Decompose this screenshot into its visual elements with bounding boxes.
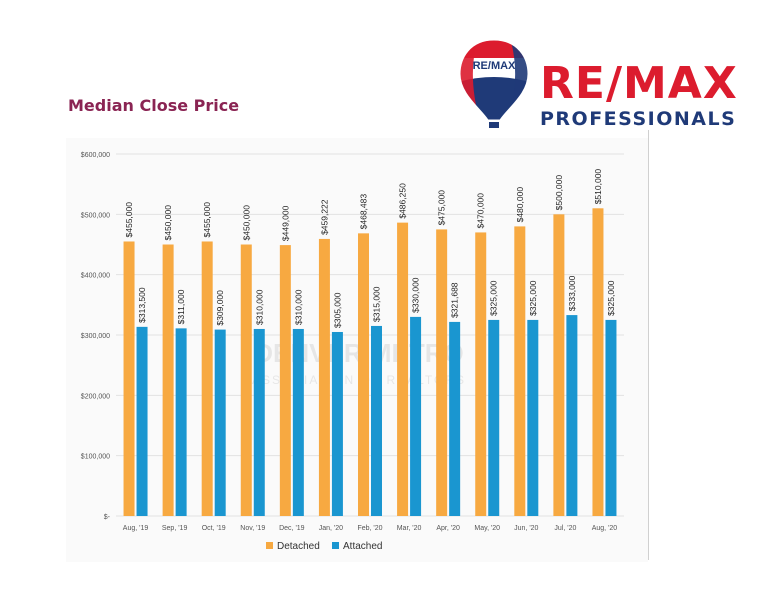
bar-attached xyxy=(331,331,343,516)
page-title: Median Close Price xyxy=(68,96,240,115)
y-tick-label: $100,000 xyxy=(81,454,110,461)
divider-line xyxy=(648,130,649,560)
bar-value-label: $310,000 xyxy=(293,289,303,325)
x-axis: Aug, '19 Sep, '19 Oct, '19 Nov, '19 Dec, '19… xyxy=(123,525,617,532)
bar-chart: DENVER METRO ASSOCIATION OF REALTORS $-$… xyxy=(81,152,624,552)
y-tick-label: $300,000 xyxy=(81,333,110,340)
bar-value-label: $315,000 xyxy=(372,286,382,322)
bar-detached xyxy=(436,229,448,516)
bar-value-label: $475,000 xyxy=(437,190,447,226)
y-tick-label: $- xyxy=(104,514,111,521)
bar-detached xyxy=(553,214,565,516)
bar-detached xyxy=(201,241,213,516)
chart-panel: DENVER METRO ASSOCIATION OF REALTORS $-$… xyxy=(66,138,648,562)
bar-value-label: $450,000 xyxy=(163,205,173,241)
bar-value-label: $310,000 xyxy=(254,289,264,325)
bar-value-label: $450,000 xyxy=(241,205,251,241)
x-tick-label: Jan, '20 xyxy=(319,525,343,532)
balloon-badge-text: RE/MAX xyxy=(473,60,516,72)
bar-detached xyxy=(475,232,487,516)
bar-detached xyxy=(318,238,330,516)
bar-detached xyxy=(397,222,409,517)
bar-attached xyxy=(566,315,578,516)
bar-value-label: $455,000 xyxy=(124,202,134,238)
x-tick-label: Sep, '19 xyxy=(162,525,188,532)
bar-value-label: $333,000 xyxy=(567,275,577,311)
bar-value-label: $305,000 xyxy=(332,292,342,328)
bar-value-label: $470,000 xyxy=(476,193,486,229)
bar-attached xyxy=(136,326,148,516)
legend-swatch-attached xyxy=(332,542,339,549)
y-tick-label: $600,000 xyxy=(81,152,110,159)
bar-attached xyxy=(253,328,265,516)
x-tick-label: Aug, '20 xyxy=(592,525,618,532)
x-tick-label: Aug, '19 xyxy=(123,525,149,532)
bar-value-label: $455,000 xyxy=(202,202,212,238)
bar-value-label: $449,000 xyxy=(280,205,290,241)
bar-value-label: $468,483 xyxy=(359,194,369,230)
x-tick-label: Jul, '20 xyxy=(554,525,576,532)
bar-labels: $455,000 $313,500 $450,000 $311,000 $455,000… xyxy=(124,169,616,328)
bar-value-label: $325,000 xyxy=(606,280,616,316)
bar-value-label: $459,222 xyxy=(319,199,329,235)
bar-attached xyxy=(449,321,461,516)
x-tick-label: May, '20 xyxy=(474,525,500,532)
x-tick-label: Feb, '20 xyxy=(357,525,382,532)
brand-name: RE/MAX xyxy=(540,58,738,109)
bar-attached xyxy=(371,325,382,516)
bar-attached xyxy=(527,319,539,516)
bar-value-label: $500,000 xyxy=(554,175,564,211)
bars xyxy=(123,208,617,517)
x-tick-label: Oct, '19 xyxy=(202,525,226,532)
x-tick-label: Jun, '20 xyxy=(514,525,538,532)
x-tick-label: Nov, '19 xyxy=(240,525,265,532)
bar-value-label: $325,000 xyxy=(528,280,538,316)
bar-attached xyxy=(410,316,422,516)
bar-attached xyxy=(175,328,187,516)
bar-detached xyxy=(240,244,252,516)
y-tick-label: $400,000 xyxy=(81,273,110,280)
bar-value-label: $309,000 xyxy=(215,290,225,326)
x-tick-label: Apr, '20 xyxy=(436,525,460,532)
x-tick-label: Mar, '20 xyxy=(397,525,422,532)
bar-value-label: $486,250 xyxy=(398,183,408,219)
legend: Detached Attached xyxy=(266,541,382,552)
bar-value-label: $480,000 xyxy=(515,187,525,223)
legend-label-attached: Attached xyxy=(343,541,382,552)
legend-label-detached: Detached xyxy=(277,541,320,552)
y-tick-label: $500,000 xyxy=(81,212,110,219)
bar-detached xyxy=(279,245,291,516)
bar-value-label: $325,000 xyxy=(489,280,499,316)
bar-value-label: $321,688 xyxy=(450,282,460,318)
bar-attached xyxy=(214,329,226,516)
bar-detached xyxy=(592,208,604,517)
y-tick-label: $200,000 xyxy=(81,393,110,400)
remax-logo: RE/MAX xyxy=(459,39,529,128)
bar-detached xyxy=(123,241,135,516)
bar-attached xyxy=(488,319,500,516)
brand-tagline: PROFESSIONALS xyxy=(540,108,737,130)
bar-value-label: $510,000 xyxy=(593,169,603,205)
hot-air-balloon-icon xyxy=(459,39,529,128)
bar-value-label: $313,500 xyxy=(137,287,147,323)
bar-detached xyxy=(514,226,526,516)
bar-detached xyxy=(358,233,369,517)
y-axis: $- $100,000 $200,000 $300,000 $400,000 $500,0… xyxy=(81,152,111,521)
chart-grid xyxy=(116,153,624,517)
bar-value-label: $330,000 xyxy=(411,277,421,313)
x-tick-label: Dec, '19 xyxy=(279,525,305,532)
legend-swatch-detached xyxy=(266,542,273,549)
bar-attached xyxy=(605,319,617,516)
bar-detached xyxy=(162,244,174,516)
bar-attached xyxy=(292,328,304,516)
bar-value-label: $311,000 xyxy=(176,289,186,324)
